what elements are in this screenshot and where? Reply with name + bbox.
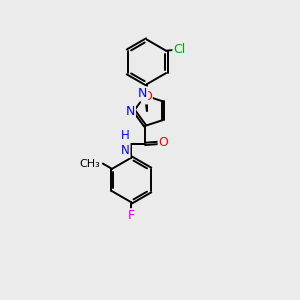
Text: Cl: Cl (173, 43, 186, 56)
Text: N: N (138, 87, 147, 101)
Text: O: O (142, 90, 152, 104)
Text: O: O (159, 136, 169, 149)
Text: N: N (126, 105, 135, 118)
Text: F: F (128, 209, 135, 222)
Text: CH₃: CH₃ (80, 159, 100, 169)
Text: H
N: H N (121, 129, 130, 157)
